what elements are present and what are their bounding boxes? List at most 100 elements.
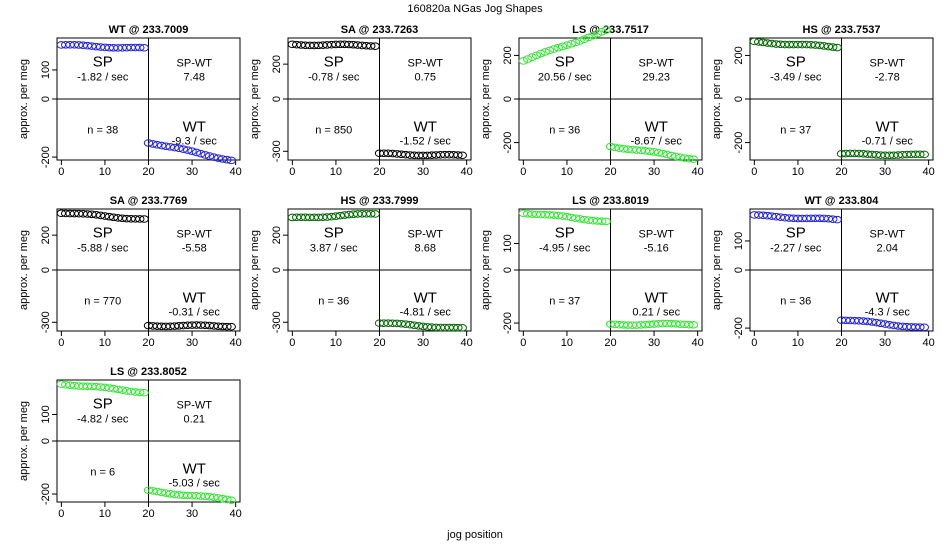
wt-point — [675, 153, 685, 162]
x-tick-label: 0 — [58, 166, 64, 178]
x-tick-label: 40 — [461, 337, 473, 349]
wt-point — [165, 143, 175, 151]
panel-6: HS @ 233.7999 0 10 20 30 40 -300 0 200 approx. pe… — [249, 195, 473, 349]
sp-rate: -4.82 / sec — [77, 414, 129, 426]
sp-point — [601, 217, 611, 226]
sp-point — [540, 48, 550, 56]
y-axis-label: approx. per meg — [480, 230, 492, 310]
wt-point — [688, 155, 698, 163]
wt-point — [684, 154, 694, 163]
sp-point — [100, 212, 110, 220]
sp-rate: 20.56 / sec — [538, 72, 592, 84]
figure-title: 160820a NGas Jog Shapes — [407, 3, 543, 15]
wt-rate: 0.21 / sec — [632, 307, 680, 319]
wt-point — [884, 321, 895, 329]
sp-point — [592, 29, 603, 38]
n-label: n = 36 — [318, 296, 349, 308]
sp-point — [100, 383, 110, 392]
sp-point — [832, 215, 842, 224]
x-tick-label: 20 — [604, 337, 616, 349]
y-tick-label: 200 — [733, 46, 745, 64]
y-axis-label: approx. per meg — [18, 401, 30, 481]
wt-rate: -4.81 / sec — [400, 307, 452, 319]
wt-rate: -1.52 / sec — [400, 136, 452, 148]
wt-point — [880, 320, 890, 328]
sp-label: SP — [93, 225, 113, 242]
wt-point — [148, 140, 158, 148]
wt-point — [187, 147, 197, 156]
wt-point — [161, 142, 171, 151]
wt-label: WT — [183, 119, 206, 136]
wt-point — [400, 320, 411, 328]
sp-label: SP — [786, 54, 806, 71]
wt-point — [453, 151, 463, 159]
y-tick-label: 200 — [502, 46, 514, 64]
sp-point — [370, 42, 380, 50]
wt-point — [915, 150, 925, 159]
spwt-value: 8.68 — [415, 243, 436, 255]
wt-point — [610, 143, 620, 152]
y-tick-label: -300 — [271, 140, 283, 162]
panel-5: SA @ 233.7769 0 10 20 30 40 -300 0 200 approx. pe… — [18, 195, 242, 349]
wt-point — [649, 148, 659, 156]
sp-point — [575, 37, 585, 45]
sp-point — [601, 26, 611, 34]
x-tick-label: 40 — [923, 166, 935, 178]
n-label: n = 38 — [87, 125, 118, 137]
x-tick-label: 20 — [142, 337, 154, 349]
wt-point — [457, 324, 467, 332]
x-tick-label: 20 — [373, 337, 385, 349]
wt-point — [688, 321, 698, 329]
sp-rate: -5.88 / sec — [77, 243, 129, 255]
n-label: n = 36 — [549, 125, 580, 137]
x-tick-label: 10 — [99, 166, 111, 178]
wt-point — [156, 141, 167, 150]
wt-point — [143, 139, 154, 147]
x-tick-label: 10 — [330, 337, 342, 349]
y-axis-label: approx. per meg — [249, 230, 261, 310]
wt-rate: -8.67 / sec — [631, 136, 683, 148]
x-tick-label: 10 — [330, 166, 342, 178]
sp-point — [531, 51, 542, 60]
wt-point — [204, 152, 215, 160]
x-tick-label: 40 — [461, 166, 473, 178]
panel-title: SA @ 233.7769 — [110, 195, 188, 207]
wt-point — [152, 141, 162, 149]
wt-point — [671, 152, 681, 161]
sp-rate: -1.82 / sec — [77, 72, 129, 84]
x-tick-label: 0 — [520, 166, 526, 178]
wt-point — [183, 146, 193, 154]
x-tick-label: 20 — [373, 166, 385, 178]
sp-rate: -2.27 / sec — [770, 243, 822, 255]
wt-point — [666, 151, 677, 160]
x-tick-label: 30 — [186, 337, 198, 349]
y-tick-label: -200 — [733, 132, 745, 154]
wt-point — [213, 154, 223, 162]
wt-point — [191, 148, 202, 157]
y-tick-label: 0 — [40, 267, 52, 273]
wt-point — [148, 487, 158, 495]
wt-point — [156, 488, 167, 497]
y-tick-label: -200 — [502, 312, 514, 334]
sp-point — [108, 384, 119, 393]
sp-point — [139, 388, 149, 397]
sp-point — [135, 215, 145, 223]
x-tick-label: 0 — [58, 337, 64, 349]
y-tick-label: 200 — [271, 226, 283, 244]
spwt-label: SP-WT — [639, 229, 675, 241]
sp-point — [557, 212, 568, 220]
wt-point — [658, 149, 668, 158]
sp-point — [95, 211, 106, 220]
x-tick-label: 30 — [186, 508, 198, 520]
y-tick-label: 100 — [40, 61, 52, 79]
sp-point — [566, 40, 576, 48]
wt-rate: -4.3 / sec — [865, 307, 911, 319]
x-tick-label: 30 — [879, 166, 891, 178]
wt-point — [161, 489, 171, 497]
n-label: n = 37 — [780, 125, 811, 137]
wt-label: WT — [183, 290, 206, 307]
wt-rate: -0.71 / sec — [862, 136, 914, 148]
wt-point — [222, 155, 232, 164]
wt-point — [457, 151, 467, 160]
